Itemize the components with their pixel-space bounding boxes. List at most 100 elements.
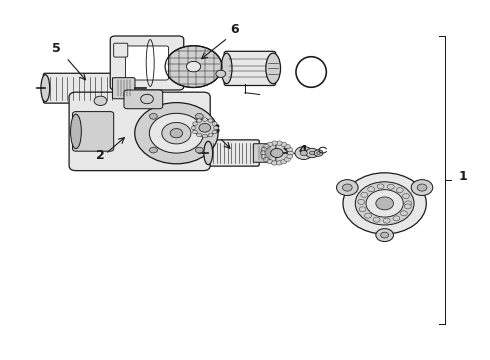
Text: 3: 3 [211,123,220,136]
Circle shape [216,70,225,77]
Circle shape [261,147,267,152]
Text: 6: 6 [230,23,239,36]
FancyBboxPatch shape [110,36,184,90]
Circle shape [381,232,389,238]
Circle shape [403,194,410,199]
FancyBboxPatch shape [206,140,259,166]
FancyBboxPatch shape [112,78,135,99]
Circle shape [411,180,433,195]
FancyBboxPatch shape [125,46,169,80]
Circle shape [270,148,283,158]
Circle shape [355,182,414,225]
Circle shape [343,173,426,234]
Circle shape [94,96,107,105]
FancyBboxPatch shape [44,73,119,103]
Circle shape [135,103,218,164]
Circle shape [383,218,390,223]
Circle shape [400,211,407,216]
Text: 1: 1 [459,170,467,183]
Circle shape [295,147,313,159]
Circle shape [202,118,207,121]
Circle shape [260,151,266,155]
Circle shape [264,157,270,162]
Circle shape [276,161,282,165]
Circle shape [281,159,287,164]
Circle shape [208,133,213,137]
Circle shape [196,119,201,122]
Circle shape [376,197,393,210]
Circle shape [271,141,277,145]
Circle shape [373,217,380,222]
Circle shape [310,151,315,155]
Circle shape [208,119,213,122]
Circle shape [149,113,203,153]
FancyBboxPatch shape [224,51,275,85]
Circle shape [376,229,393,242]
Circle shape [417,184,427,191]
Circle shape [359,207,366,212]
Circle shape [276,141,282,145]
Circle shape [368,187,374,192]
Circle shape [202,134,207,138]
Circle shape [267,142,273,147]
Circle shape [284,157,290,162]
Circle shape [306,148,318,158]
FancyBboxPatch shape [253,144,276,162]
Circle shape [267,159,273,164]
Circle shape [214,126,219,130]
Circle shape [263,143,291,163]
Circle shape [165,46,222,87]
Circle shape [149,147,157,153]
Ellipse shape [71,114,81,149]
FancyBboxPatch shape [114,43,128,57]
Circle shape [377,184,384,189]
Circle shape [196,113,203,119]
Circle shape [300,150,307,156]
Circle shape [387,184,394,189]
Circle shape [343,184,352,191]
Circle shape [170,129,183,138]
Circle shape [314,150,323,156]
Circle shape [358,199,365,204]
Circle shape [199,123,211,132]
Circle shape [287,154,293,159]
Circle shape [396,188,403,193]
Text: 2: 2 [96,149,105,162]
Ellipse shape [266,53,280,84]
Circle shape [405,201,412,206]
FancyBboxPatch shape [124,90,163,109]
Circle shape [141,94,153,104]
Circle shape [193,122,197,126]
Ellipse shape [221,53,232,84]
Circle shape [196,133,201,137]
Circle shape [212,122,217,126]
FancyBboxPatch shape [73,112,114,151]
Ellipse shape [204,141,213,165]
Circle shape [271,161,277,165]
Circle shape [284,144,290,149]
Circle shape [149,113,157,119]
Circle shape [317,152,320,154]
Text: 4: 4 [298,144,307,157]
Circle shape [264,144,270,149]
Circle shape [212,130,217,134]
Circle shape [366,190,403,217]
Circle shape [337,180,358,195]
Circle shape [191,126,196,130]
FancyBboxPatch shape [69,92,210,171]
Circle shape [288,151,294,155]
Text: 5: 5 [52,42,61,55]
Circle shape [193,130,197,134]
Circle shape [404,204,411,209]
Circle shape [261,154,267,159]
Circle shape [193,119,217,136]
Circle shape [196,147,203,153]
Circle shape [287,147,293,152]
Circle shape [365,213,371,218]
Circle shape [162,122,191,144]
Circle shape [187,61,201,72]
Circle shape [281,142,287,147]
Circle shape [361,192,368,197]
Circle shape [393,216,400,221]
Ellipse shape [41,75,50,102]
